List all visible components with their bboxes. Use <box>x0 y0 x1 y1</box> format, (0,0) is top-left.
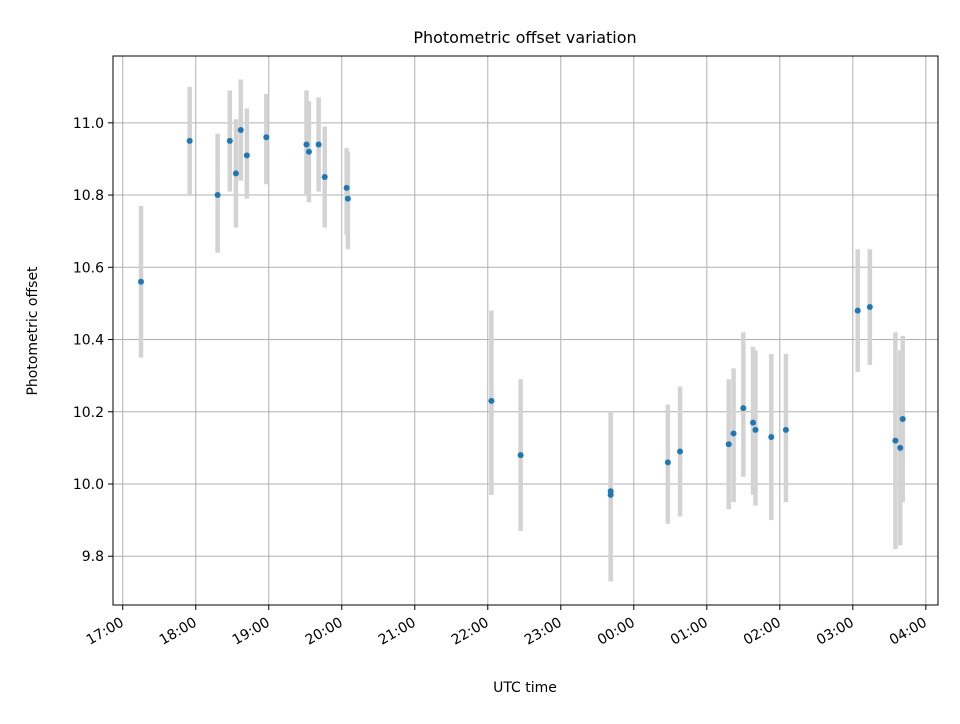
data-point <box>343 184 350 191</box>
data-point <box>303 141 310 148</box>
data-point <box>214 192 221 199</box>
data-point <box>243 152 250 159</box>
data-point <box>664 459 671 466</box>
data-point <box>488 397 495 404</box>
data-point <box>725 441 732 448</box>
data-point <box>897 444 904 451</box>
x-axis-label: UTC time <box>493 680 557 696</box>
y-tick-label: 10.0 <box>73 477 104 493</box>
data-point <box>892 437 899 444</box>
grid-lines <box>113 56 938 605</box>
data-point <box>232 170 239 177</box>
data-points <box>137 127 906 498</box>
data-point <box>321 173 328 180</box>
data-point <box>854 307 861 314</box>
y-tick-label: 10.6 <box>73 260 104 276</box>
y-tick-label: 9.8 <box>82 549 104 565</box>
data-point <box>237 127 244 134</box>
data-point <box>677 448 684 455</box>
data-point <box>344 195 351 202</box>
y-tick-label: 11.0 <box>73 116 104 132</box>
data-point <box>263 134 270 141</box>
y-tick-label: 10.2 <box>73 405 104 421</box>
data-point <box>899 415 906 422</box>
data-point <box>752 426 759 433</box>
data-point <box>866 304 873 311</box>
data-point <box>315 141 322 148</box>
y-axis-label: Photometric offset <box>25 266 41 396</box>
y-axis-ticks: 9.8 10.0 10.2 10.4 10.6 10.8 11.0 <box>73 116 113 565</box>
data-point <box>186 137 193 144</box>
data-point <box>607 491 614 498</box>
data-point <box>740 405 747 412</box>
data-point <box>750 419 757 426</box>
data-point <box>517 452 524 459</box>
y-tick-label: 10.4 <box>73 333 104 349</box>
data-point <box>730 430 737 437</box>
data-point <box>137 278 144 285</box>
data-point <box>768 434 775 441</box>
data-point <box>305 148 312 155</box>
axes-frame <box>112 55 939 606</box>
data-point <box>226 137 233 144</box>
chart-title: Photometric offset variation <box>413 28 636 47</box>
y-tick-label: 10.8 <box>73 188 104 204</box>
data-point <box>782 426 789 433</box>
